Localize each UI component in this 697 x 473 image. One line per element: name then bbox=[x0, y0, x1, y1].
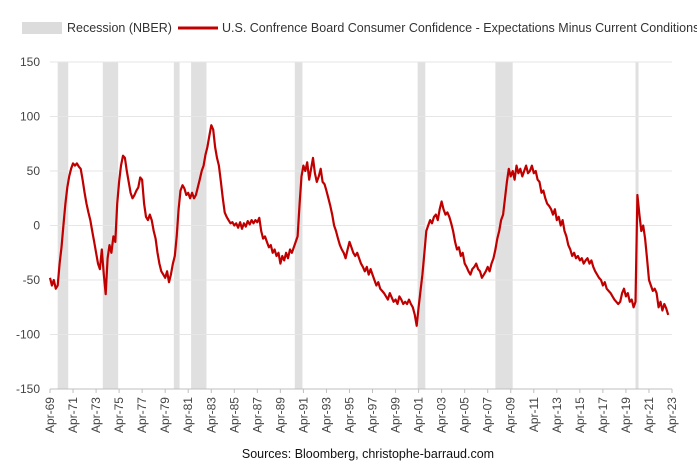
x-axis: Apr-69 Apr-71 Apr-73 Apr-75 Apr-77 Apr-79 Apr-… bbox=[43, 389, 679, 433]
x-tick-label: Apr-93 bbox=[319, 397, 333, 433]
x-tick-label: Apr-97 bbox=[366, 397, 380, 433]
y-tick-label: 150 bbox=[20, 55, 40, 69]
x-tick-label: Apr-85 bbox=[227, 397, 241, 433]
x-tick-label: Apr-11 bbox=[527, 397, 541, 432]
x-tick-label: Apr-71 bbox=[66, 397, 80, 433]
x-tick-label: Apr-21 bbox=[642, 397, 656, 433]
x-tick-label: Apr-69 bbox=[43, 397, 57, 433]
x-tick-label: Apr-83 bbox=[204, 397, 218, 433]
y-tick-label: -150 bbox=[16, 382, 40, 396]
x-tick-label: Apr-81 bbox=[181, 397, 195, 433]
y-tick-label: 0 bbox=[33, 219, 40, 233]
y-tick-label: 50 bbox=[27, 164, 41, 178]
x-tick-label: Apr-01 bbox=[412, 397, 426, 433]
x-tick-label: Apr-09 bbox=[504, 397, 518, 433]
x-tick-label: Apr-73 bbox=[89, 397, 103, 433]
x-tick-label: Apr-89 bbox=[273, 397, 287, 433]
series-line bbox=[48, 124, 670, 327]
x-tick-label: Apr-07 bbox=[481, 397, 495, 433]
x-tick-label: Apr-15 bbox=[573, 397, 587, 433]
y-axis: 150 100 50 0 -50 -100 -150 bbox=[16, 55, 40, 396]
x-tick-label: Apr-87 bbox=[250, 397, 264, 433]
x-tick-label: Apr-17 bbox=[596, 397, 610, 433]
x-tick-label: Apr-79 bbox=[158, 397, 172, 433]
x-tick-label: Apr-05 bbox=[458, 397, 472, 433]
y-tick-label: -100 bbox=[16, 328, 40, 342]
x-tick-label: Apr-03 bbox=[435, 397, 449, 433]
x-tick-label: Apr-23 bbox=[665, 397, 679, 433]
legend: Recession (NBER) U.S. Confrence Board Co… bbox=[22, 21, 697, 35]
x-tick-label: Apr-95 bbox=[342, 397, 356, 433]
x-tick-label: Apr-75 bbox=[112, 397, 126, 433]
x-tick-label: Apr-91 bbox=[296, 397, 310, 433]
x-tick-label: Apr-99 bbox=[389, 397, 403, 433]
y-tick-label: 100 bbox=[20, 110, 40, 124]
gridlines bbox=[50, 61, 672, 390]
x-tick-label: Apr-13 bbox=[550, 397, 564, 433]
legend-recession-swatch bbox=[22, 22, 62, 34]
legend-series-label: U.S. Confrence Board Consumer Confidence… bbox=[222, 21, 697, 35]
source-note: Sources: Bloomberg, christophe-barraud.c… bbox=[242, 447, 494, 461]
x-tick-label: Apr-77 bbox=[135, 397, 149, 433]
x-tick-label: Apr-19 bbox=[619, 397, 633, 433]
legend-recession-label: Recession (NBER) bbox=[67, 21, 172, 35]
y-tick-label: -50 bbox=[23, 273, 41, 287]
